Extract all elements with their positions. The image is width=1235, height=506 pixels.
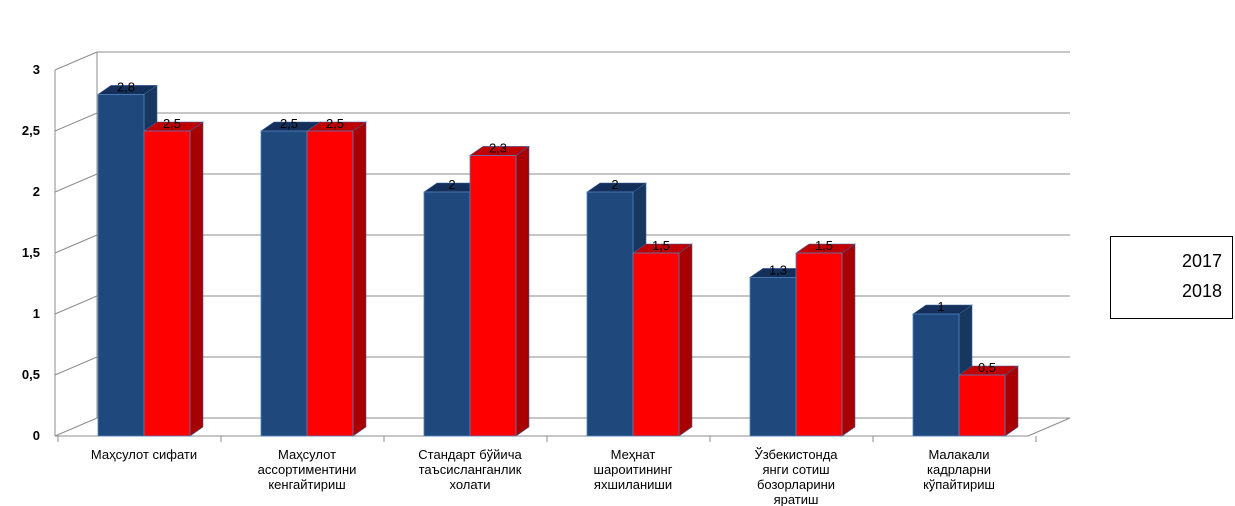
wall-gridline	[54, 173, 98, 193]
x-tick-label: Стандарт бўйича таъсисланганлик холати	[418, 447, 522, 492]
y-tick-label: 2,5	[22, 123, 40, 138]
data-label: 2,5	[280, 116, 298, 131]
bar-side	[678, 243, 693, 437]
bar-2018-4	[795, 243, 856, 437]
floor-edge	[1027, 417, 1071, 437]
bar-front	[749, 276, 797, 437]
y-tick-label: 3	[33, 62, 40, 77]
x-tick-label: Малакали кадрларни кўпайтириш	[923, 447, 995, 492]
legend-entry-2017: 2017	[1181, 251, 1222, 271]
bar-2018-1	[306, 121, 367, 437]
data-label: 1,5	[815, 238, 833, 253]
wall-gridline	[54, 51, 98, 71]
bar-side	[841, 243, 856, 437]
bar-front	[912, 313, 960, 437]
bar-side	[1004, 365, 1019, 437]
data-label: 2,3	[489, 140, 507, 155]
legend: 2017 2018	[1110, 236, 1233, 319]
bar-side	[189, 121, 204, 437]
bar-side	[515, 145, 530, 437]
y-tick-label: 1,5	[22, 245, 40, 260]
data-label: 1,5	[652, 238, 670, 253]
bar-front	[795, 252, 843, 437]
data-label: 2,8	[117, 79, 135, 94]
bar-front	[469, 154, 517, 437]
x-tick-label: Меҳнат шароитининг яхшиланиши	[594, 447, 673, 492]
x-tick-label: Маҳсулот сифати	[91, 447, 197, 462]
y-tick-label: 1	[33, 306, 40, 321]
grid-layer	[54, 51, 1071, 442]
data-label: 2,5	[163, 116, 181, 131]
bar-layer	[97, 84, 1019, 437]
bar-2018-5	[958, 365, 1019, 437]
legend-entry-2018: 2018	[1181, 281, 1222, 301]
wall-gridline	[54, 234, 98, 254]
bar-2018-0	[143, 121, 204, 437]
bar-side	[352, 121, 367, 437]
bar-front	[423, 191, 471, 437]
bar-front	[586, 191, 634, 437]
wall-gridline	[54, 356, 98, 376]
bar-front	[260, 130, 308, 437]
bar-front	[306, 130, 354, 437]
wall-gridline	[54, 417, 98, 437]
x-tick-label: Ўзбекистонда янги сотиш бозорларини яратиш	[754, 447, 838, 506]
label-layer: 0 0,5 1 1,5 2 2,5 3 2,8 2,5 Маҳсулот сифати 2,5 2,5…	[22, 62, 996, 506]
bar-front	[958, 374, 1006, 437]
y-tick-label: 2	[33, 184, 40, 199]
data-label: 2,5	[326, 116, 344, 131]
wall-gridline	[54, 295, 98, 315]
bar-front	[632, 252, 680, 437]
data-label: 1	[937, 299, 944, 314]
wall-gridline	[54, 112, 98, 132]
data-label: 1,3	[769, 262, 787, 277]
x-tick-label: Маҳсулот ассортиментини кенгайтириш	[258, 447, 357, 492]
bar-front	[143, 130, 191, 437]
bar-2018-3	[632, 243, 693, 437]
y-tick-label: 0	[33, 428, 40, 443]
data-label: 2	[448, 177, 455, 192]
data-label: 0,5	[978, 360, 996, 375]
data-label: 2	[611, 177, 618, 192]
bar-2018-2	[469, 145, 530, 437]
y-tick-label: 0,5	[22, 367, 40, 382]
bar-front	[97, 94, 145, 437]
